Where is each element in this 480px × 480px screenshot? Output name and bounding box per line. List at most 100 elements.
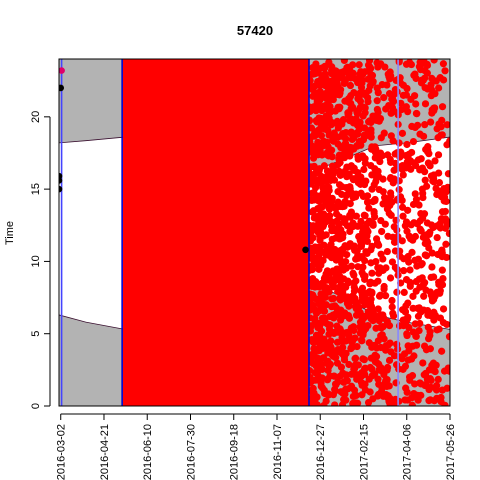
red-point [377,134,385,142]
red-point [346,211,354,219]
red-point [406,266,414,274]
red-point [433,233,441,242]
red-point [312,103,321,111]
red-point [356,97,365,105]
red-point [439,60,448,68]
red-point [321,70,329,78]
red-point [360,154,368,162]
red-point [309,92,317,100]
red-point [390,166,398,174]
red-point [367,161,375,170]
red-point [354,263,362,271]
red-point [416,130,424,138]
x-axis: 2016-03-02 2016-04-21 2016-06-10 2016-07-30… [56,413,457,480]
red-point [436,289,444,297]
red-point [427,376,435,385]
red-point [319,290,327,298]
red-point [402,302,410,310]
red-point [421,121,429,129]
red-point [327,121,335,129]
red-point [340,312,348,320]
red-point [325,97,333,105]
red-point [344,69,352,77]
red-point [339,132,347,140]
red-point [308,208,316,216]
y-tick-label: 10 [30,255,42,267]
red-point [443,220,450,229]
red-point [320,124,328,132]
red-point [332,381,340,389]
red-point [427,273,435,281]
red-point [431,157,439,165]
red-point [411,190,419,198]
red-point [374,63,382,71]
red-point [342,377,350,385]
red-point [355,125,363,133]
red-point [443,320,450,329]
red-point [400,288,408,297]
red-point [379,323,387,331]
red-point [403,330,411,338]
red-point [309,234,317,242]
red-point [407,95,415,103]
red-point [382,264,390,272]
red-point [345,360,353,369]
red-point [426,328,434,336]
red-point [377,311,385,319]
red-point [332,210,341,218]
red-point [334,199,343,207]
red-point [404,342,412,350]
red-point [314,126,322,135]
red-point [393,288,401,296]
red-point [350,326,358,335]
red-point [360,211,368,219]
red-point [444,170,450,178]
red-point [309,70,317,78]
red-point [335,228,343,236]
red-detection-block [123,59,309,406]
red-point [338,183,346,191]
red-point [401,362,410,370]
red-point [316,355,324,363]
red-point [430,171,438,179]
black-points-group [59,84,309,254]
red-point [385,322,394,330]
red-point [368,269,376,277]
red-point [417,227,425,235]
red-point [420,292,428,300]
red-point [406,278,414,286]
red-point [400,350,409,358]
red-point [342,371,350,379]
red-point [421,84,429,92]
red-point [385,397,393,406]
red-point [416,59,424,66]
red-point [445,365,450,373]
red-point [367,126,375,134]
red-point [359,331,367,339]
red-point [374,375,382,383]
red-point [408,248,416,256]
red-point [310,349,319,357]
red-point [428,106,436,114]
red-point [326,342,335,350]
red-point [381,379,389,387]
red-point [385,209,393,217]
red-point [427,86,436,94]
red-point [384,232,392,240]
red-point [346,185,354,193]
red-point [391,89,399,98]
red-point [311,82,319,90]
red-point [351,246,359,254]
red-point [412,332,420,341]
red-point [345,98,353,106]
red-point [370,213,379,221]
red-point [404,108,412,116]
red-point [376,115,385,123]
red-point [373,97,381,105]
red-point [367,118,375,127]
red-point [437,193,446,201]
red-point [399,171,407,179]
red-point [386,339,394,347]
red-point [438,266,446,274]
red-point [349,119,358,127]
